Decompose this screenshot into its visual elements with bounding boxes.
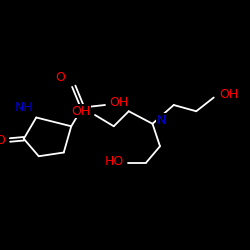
Text: N: N [156, 114, 166, 126]
Text: OH: OH [109, 96, 128, 109]
Text: HO: HO [104, 155, 124, 168]
Text: OH: OH [219, 88, 238, 102]
Text: O: O [0, 134, 5, 146]
Text: OH: OH [71, 105, 90, 118]
Text: O: O [55, 71, 65, 84]
Text: NH: NH [14, 101, 33, 114]
